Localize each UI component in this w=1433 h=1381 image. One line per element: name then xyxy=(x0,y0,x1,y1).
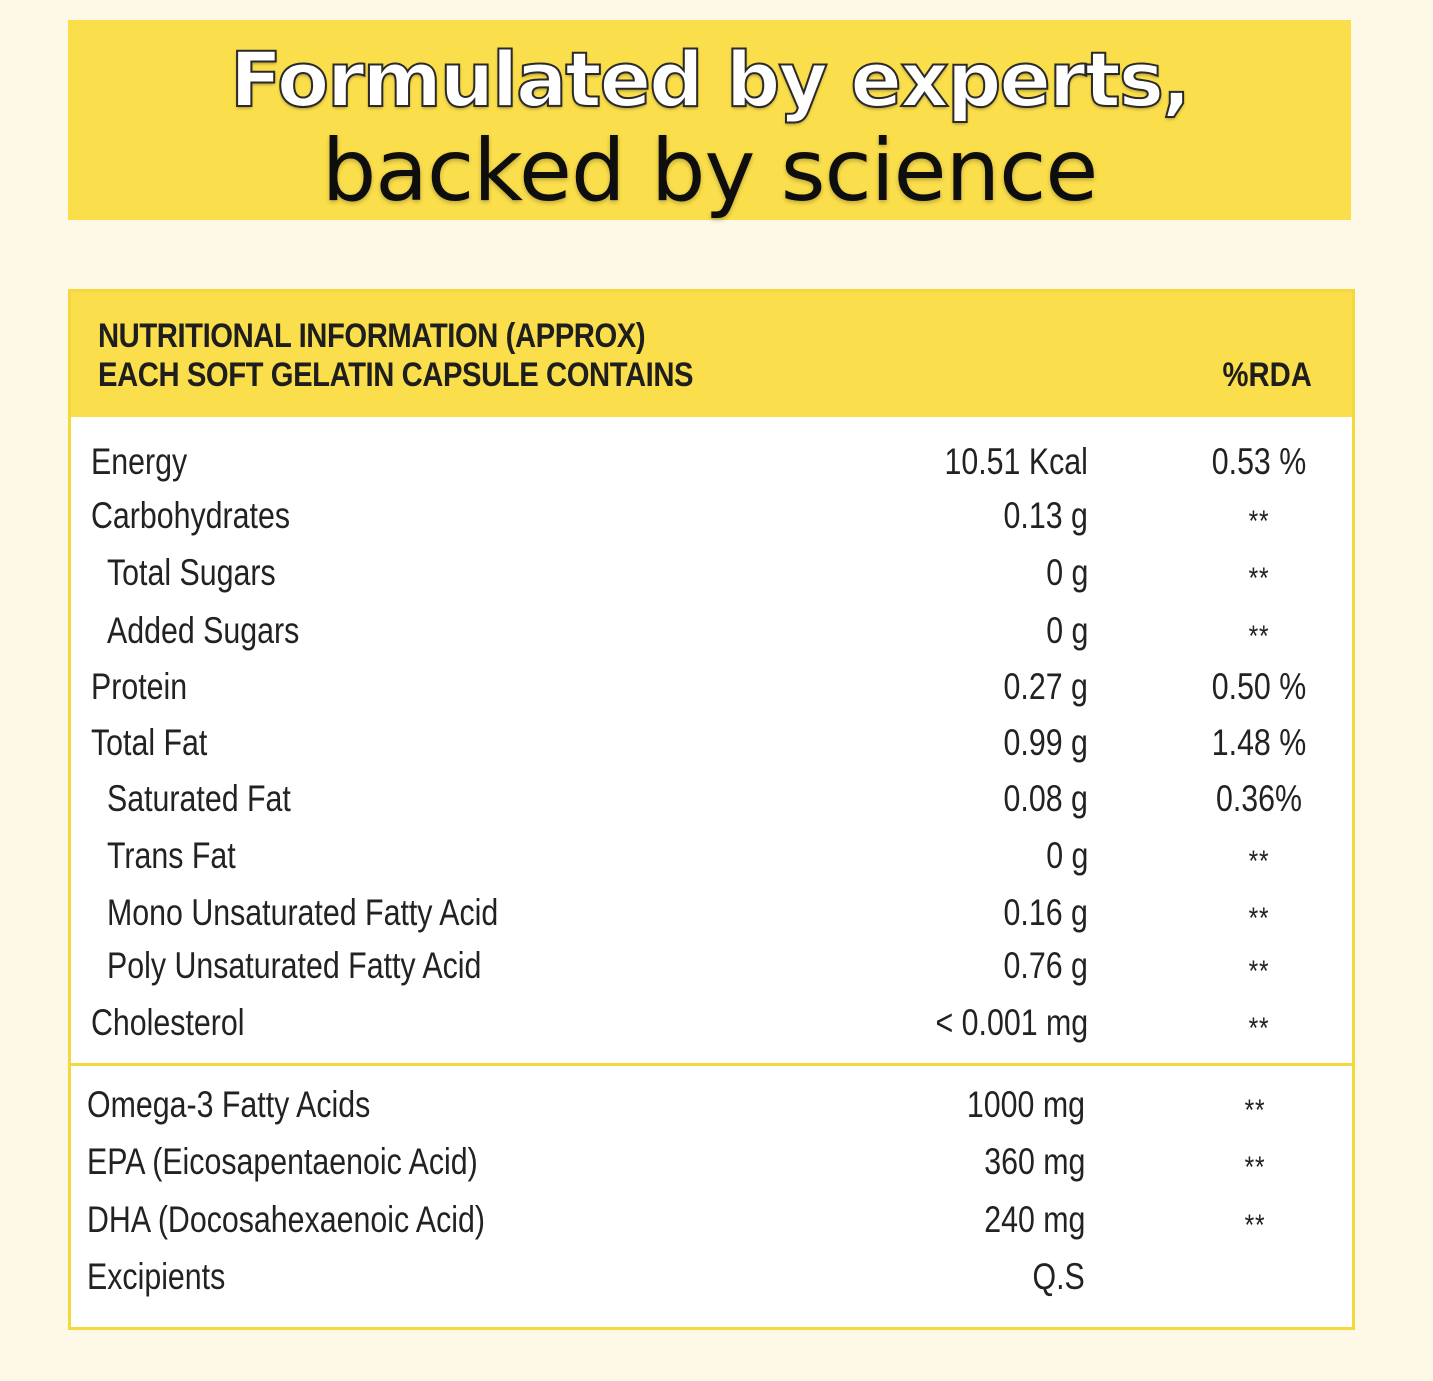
section-divider xyxy=(71,1063,1352,1066)
nutrient-rda: ** xyxy=(1248,902,1270,935)
header-subtitle: EACH SOFT GELATIN CAPSULE CONTAINS xyxy=(98,356,694,394)
active-label: EPA (Eicosapentaenoic Acid) xyxy=(87,1141,478,1182)
nutrient-value: 0.99 g xyxy=(1003,722,1088,763)
nutrient-rda: ** xyxy=(1248,955,1270,988)
nutrient-rda: ** xyxy=(1248,620,1270,653)
rda-column-header: %RDA xyxy=(1222,356,1312,394)
nutrient-value: 0.08 g xyxy=(1003,778,1088,819)
table-row: Added Sugars 0 g ** xyxy=(71,607,1352,655)
nutrient-label: Total Sugars xyxy=(107,552,276,593)
nutrient-label: Added Sugars xyxy=(107,610,300,651)
table-row: Total Fat 0.99 g 1.48 % xyxy=(71,719,1352,767)
active-value: 1000 mg xyxy=(966,1084,1085,1125)
table-row: Saturated Fat 0.08 g 0.36% xyxy=(71,775,1352,823)
nutrient-label: Mono Unsaturated Fatty Acid xyxy=(107,892,499,933)
active-value: Q.S xyxy=(1032,1256,1085,1297)
active-value: 240 mg xyxy=(983,1199,1085,1240)
nutrient-label: Energy xyxy=(91,441,188,482)
nutrient-label: Trans Fat xyxy=(107,835,236,876)
nutrient-rda: 0.36% xyxy=(1215,778,1303,819)
table-row: Cholesterol < 0.001 mg ** xyxy=(71,999,1352,1047)
table-row: DHA (Docosahexaenoic Acid) 240 mg ** xyxy=(71,1196,1352,1244)
active-rda: ** xyxy=(1244,1094,1266,1127)
nutrient-value: 0.13 g xyxy=(1003,495,1088,536)
nutrient-value: 0 g xyxy=(1045,835,1088,876)
nutrient-value: < 0.001 mg xyxy=(935,1002,1088,1043)
nutrient-value: 0.27 g xyxy=(1003,666,1088,707)
table-row: Omega-3 Fatty Acids 1000 mg ** xyxy=(71,1081,1352,1129)
table-row: Total Sugars 0 g ** xyxy=(71,549,1352,597)
nutrient-value: 0 g xyxy=(1045,610,1088,651)
nutrient-label: Carbohydrates xyxy=(91,495,291,536)
nutrient-value: 0.76 g xyxy=(1003,945,1088,986)
nutrition-table: NUTRITIONAL INFORMATION (APPROX) EACH SO… xyxy=(68,289,1355,1330)
active-label: DHA (Docosahexaenoic Acid) xyxy=(87,1199,485,1240)
table-row: Energy 10.51 Kcal 0.53 % xyxy=(71,438,1352,486)
active-value: 360 mg xyxy=(983,1141,1085,1182)
nutrient-rda: ** xyxy=(1248,562,1270,595)
table-row: Trans Fat 0 g ** xyxy=(71,832,1352,880)
nutrient-value: 10.51 Kcal xyxy=(944,441,1088,482)
nutrient-rda: 0.53 % xyxy=(1211,441,1307,482)
nutrient-rda: ** xyxy=(1248,845,1270,878)
table-row: Protein 0.27 g 0.50 % xyxy=(71,663,1352,711)
headline-line-2: backed by science xyxy=(321,121,1099,221)
table-row: Carbohydrates 0.13 g ** xyxy=(71,492,1352,540)
nutrient-label: Poly Unsaturated Fatty Acid xyxy=(107,945,482,986)
nutrient-rda: ** xyxy=(1248,1012,1270,1045)
nutrient-label: Total Fat xyxy=(91,722,208,763)
nutrient-label: Protein xyxy=(91,666,188,707)
table-row: Excipients Q.S xyxy=(71,1253,1352,1301)
nutrient-rda: 0.50 % xyxy=(1211,666,1307,707)
nutrient-value: 0.16 g xyxy=(1003,892,1088,933)
nutrient-rda: 1.48 % xyxy=(1211,722,1307,763)
headline-banner: Formulated by experts, backed by science xyxy=(68,20,1351,220)
nutrient-rda: ** xyxy=(1248,505,1270,538)
nutrition-table-header: NUTRITIONAL INFORMATION (APPROX) EACH SO… xyxy=(71,292,1352,417)
nutrient-label: Saturated Fat xyxy=(107,778,291,819)
headline-line-1: Formulated by experts, xyxy=(229,35,1192,124)
header-title: NUTRITIONAL INFORMATION (APPROX) xyxy=(98,317,646,355)
active-rda: ** xyxy=(1244,1209,1266,1242)
active-label: Excipients xyxy=(87,1256,226,1297)
active-label: Omega-3 Fatty Acids xyxy=(87,1084,371,1125)
table-row: Poly Unsaturated Fatty Acid 0.76 g ** xyxy=(71,942,1352,990)
table-row: Mono Unsaturated Fatty Acid 0.16 g ** xyxy=(71,889,1352,937)
nutrient-label: Cholesterol xyxy=(91,1002,245,1043)
table-row: EPA (Eicosapentaenoic Acid) 360 mg ** xyxy=(71,1138,1352,1186)
active-rda: ** xyxy=(1244,1151,1266,1184)
nutrient-value: 0 g xyxy=(1045,552,1088,593)
